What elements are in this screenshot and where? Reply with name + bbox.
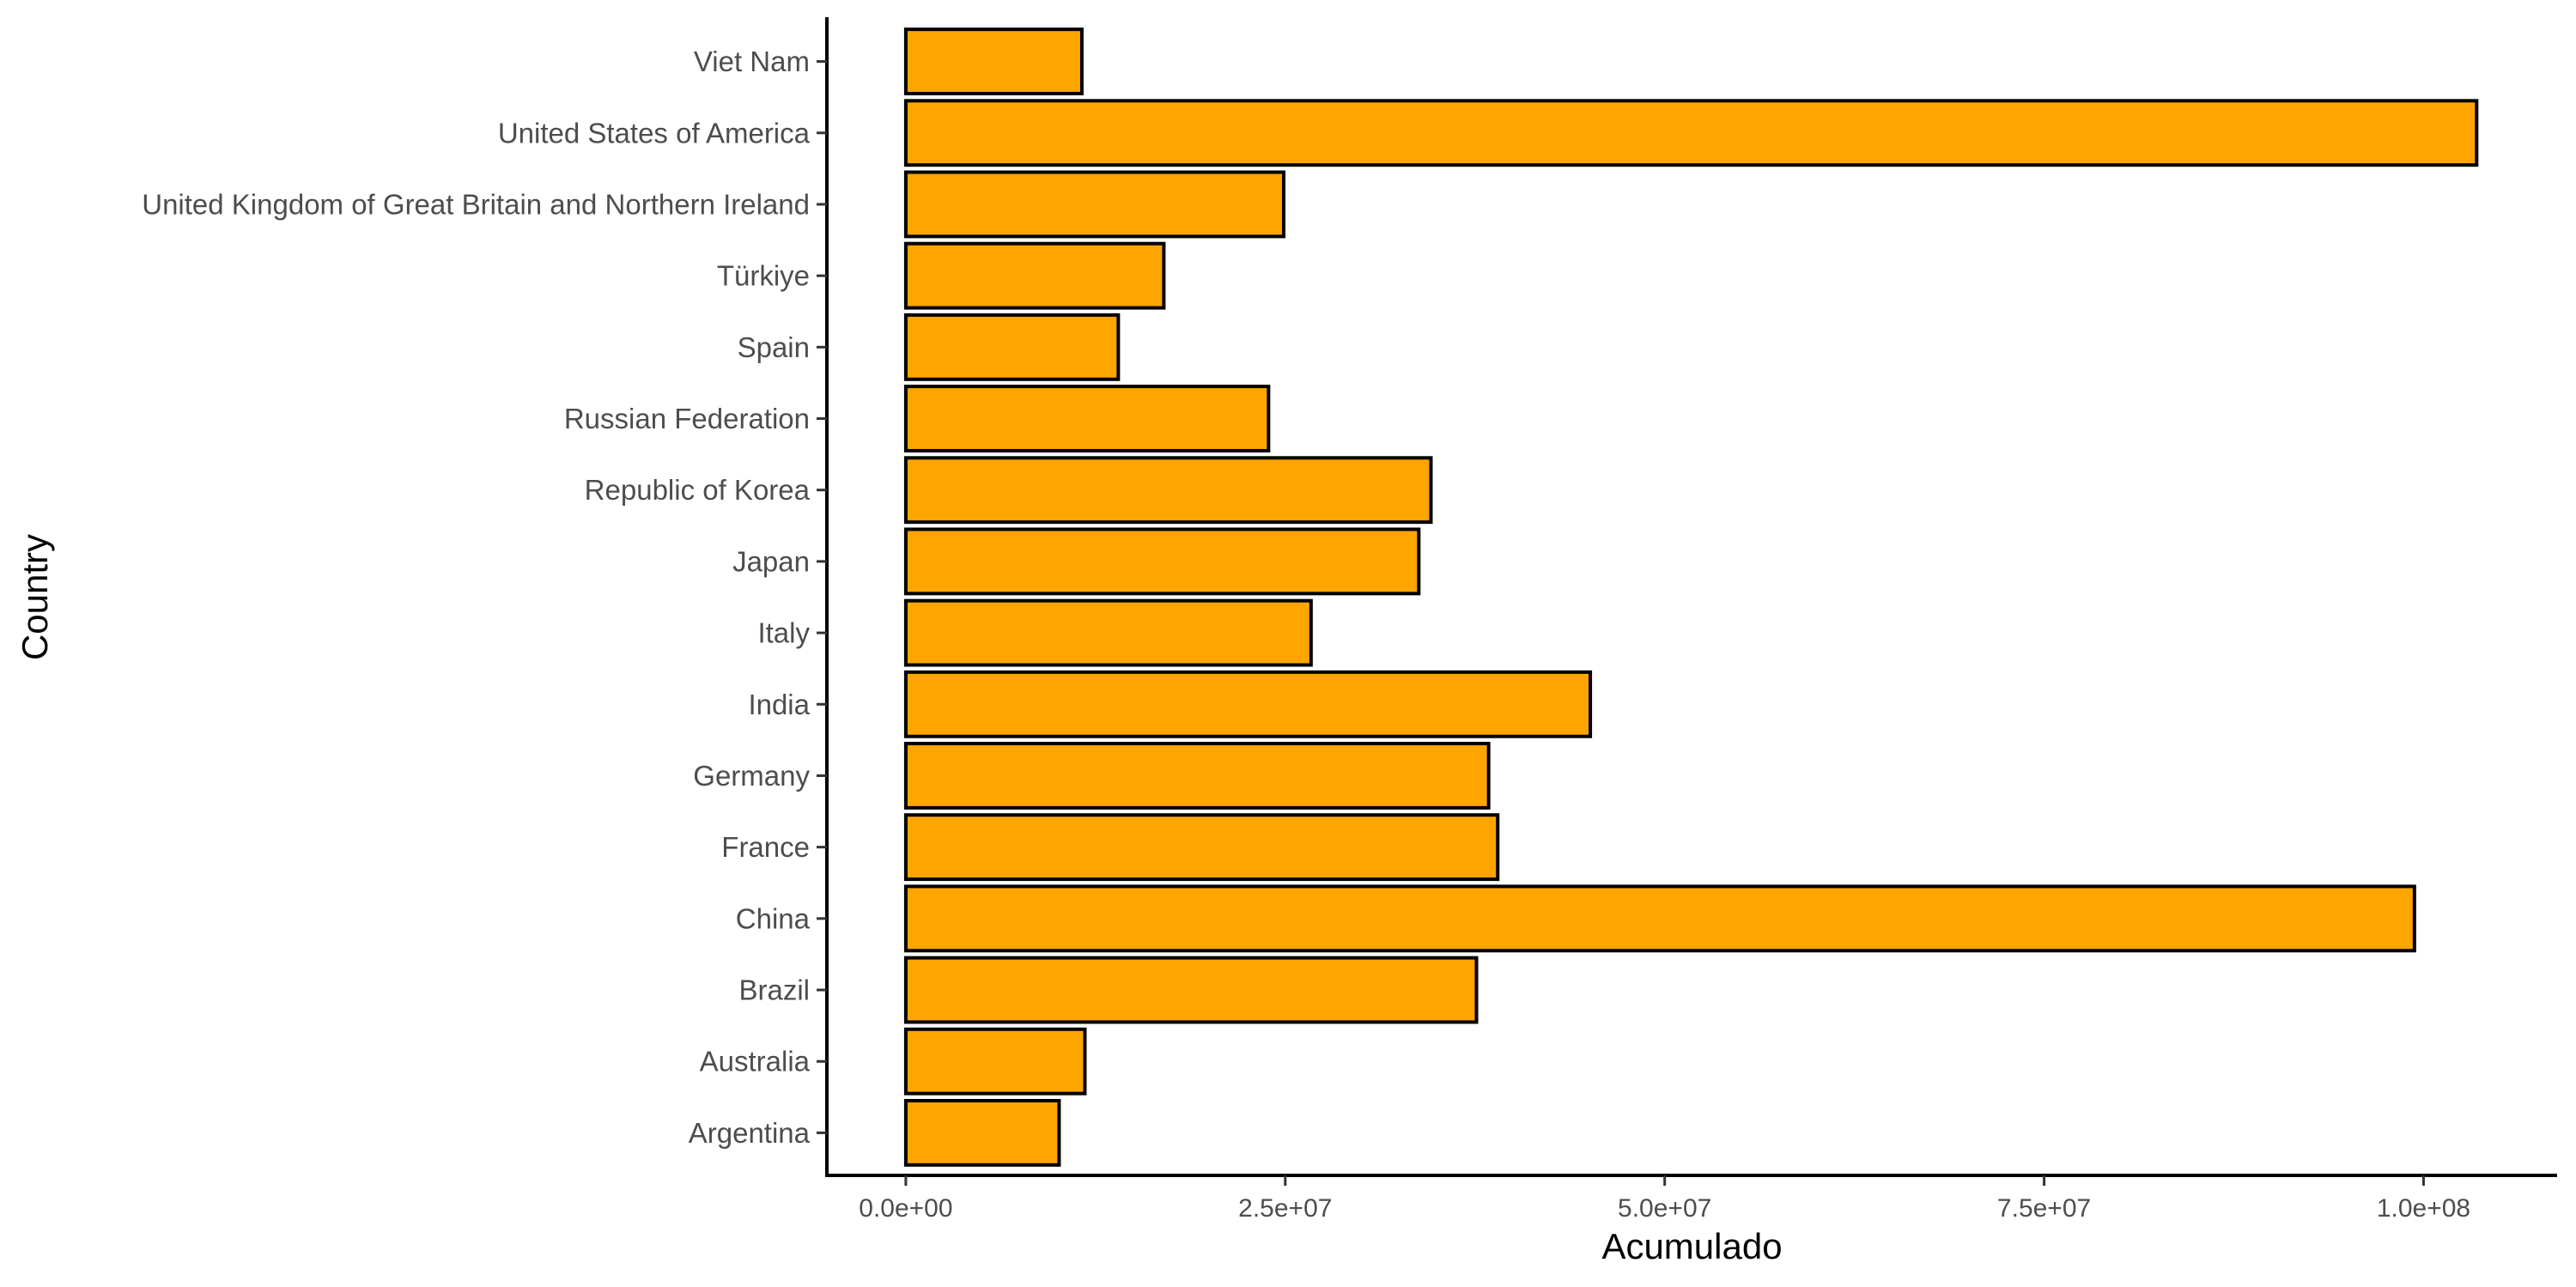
x-tick-label: 2.5e+07 — [1238, 1194, 1332, 1223]
y-tick-label: United States of America — [498, 117, 811, 149]
bar-united-kingdom-of-great-britain-and-northern-ireland — [903, 170, 1286, 239]
bar-brazil — [903, 956, 1479, 1024]
x-tick-label: 5.0e+07 — [1618, 1194, 1711, 1223]
y-tick-label: France — [721, 831, 810, 863]
x-tick-label: 7.5e+07 — [1997, 1194, 2091, 1223]
bar-germany — [903, 742, 1491, 810]
y-tick-label: Türkiye — [717, 260, 810, 292]
y-tick-label: Spain — [738, 331, 810, 363]
x-tick-label: 1.0e+08 — [2377, 1194, 2470, 1223]
y-tick-label: Viet Nam — [694, 46, 810, 77]
y-tick-label: Brazil — [738, 974, 810, 1006]
bar-italy — [903, 598, 1313, 667]
y-axis-ticks: Argentina Australia Brazil China France Germa… — [142, 46, 827, 1149]
y-tick-label: Japan — [732, 545, 810, 577]
y-tick-label: India — [748, 689, 810, 720]
y-tick-label: Russian Federation — [564, 403, 810, 434]
y-tick-label: Argentina — [689, 1117, 811, 1149]
y-axis-title: Country — [15, 534, 55, 660]
bar-australia — [903, 1027, 1087, 1096]
bar-japan — [903, 527, 1421, 596]
axes-group — [825, 17, 2557, 1177]
bar-russian-federation — [903, 385, 1271, 452]
y-tick-label: Italy — [757, 617, 810, 649]
bar-spain — [903, 313, 1121, 381]
bar-india — [903, 670, 1593, 738]
bar-france — [903, 813, 1500, 882]
bar-china — [903, 884, 2416, 953]
x-axis-title: Acumulado — [1601, 1226, 1782, 1266]
y-tick-label: Australia — [700, 1046, 811, 1078]
y-tick-label: China — [736, 902, 811, 934]
bar-t-rkiye — [903, 241, 1166, 310]
x-tick-label: 0.0e+00 — [859, 1194, 952, 1223]
bars-group — [903, 27, 2479, 1167]
y-tick-label: United Kingdom of Great Britain and Nort… — [142, 188, 810, 220]
bar-republic-of-korea — [903, 456, 1433, 525]
y-tick-label: Republic of Korea — [585, 474, 811, 506]
bar-viet-nam — [903, 27, 1084, 96]
x-axis-ticks: 0.0e+00 2.5e+07 5.0e+07 7.5e+07 1.0e+08 — [859, 1175, 2470, 1223]
bar-united-states-of-america — [903, 99, 2479, 167]
bar-argentina — [903, 1098, 1061, 1167]
y-tick-label: Germany — [693, 760, 810, 792]
